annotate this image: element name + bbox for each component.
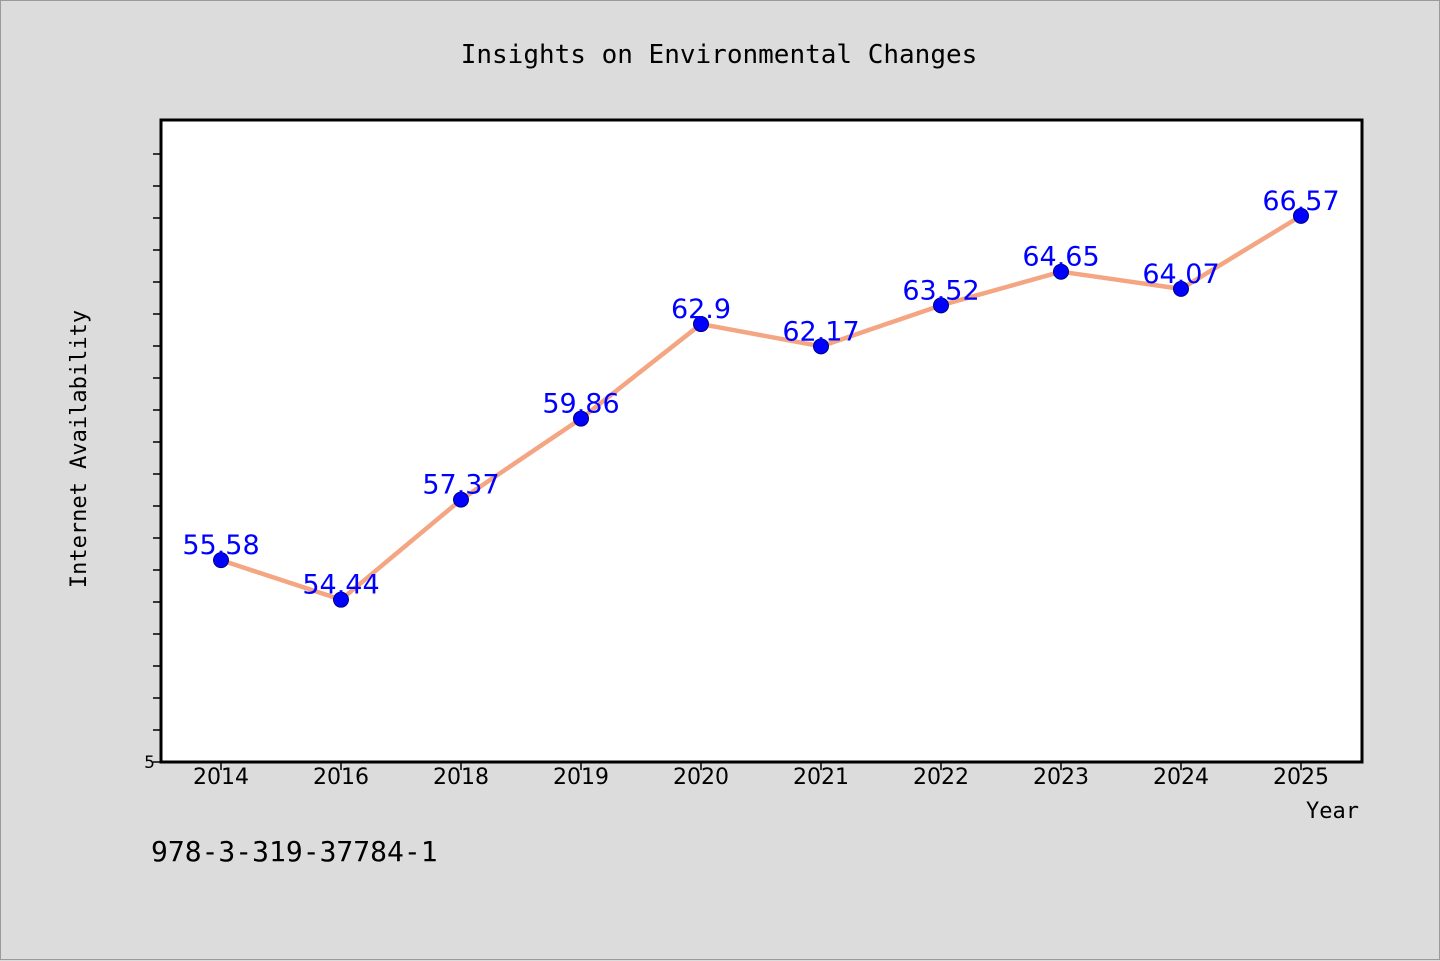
data-label: 62.17 [782,316,859,347]
data-point [213,552,229,569]
data-point [693,316,709,333]
x-tick-label: 2021 [793,765,849,790]
data-label: 63.52 [902,275,979,306]
data-label: 59.86 [542,389,619,420]
data-label: 62.9 [671,294,731,325]
x-tick-label: 2019 [553,765,609,790]
data-labels: 55.58 54.44 57.37 59.86 62.9 62.17 63.52 64.65 6… [182,186,1339,601]
x-axis-ticks: 2014 2016 2018 2019 2020 2021 2022 2023 2024 2025 [193,762,1329,790]
data-point [1053,263,1069,280]
data-point [813,338,829,355]
series-line [218,213,1304,602]
data-point [933,297,949,314]
x-tick-label: 2016 [313,765,369,790]
y-tick-label: 5 [144,753,155,773]
data-label: 55.58 [182,530,259,561]
x-tick-label: 2024 [1153,765,1209,790]
data-label: 64.07 [1142,259,1219,290]
x-tick-label: 2025 [1273,765,1329,790]
x-tick-label: 2023 [1033,765,1089,790]
data-label: 54.44 [302,570,379,601]
x-axis-label: Year [1306,799,1359,824]
data-point [1173,280,1189,297]
y-axis-ticks: 5 [144,153,161,773]
y-axis-label: Internet Availability [67,310,92,588]
x-tick-label: 2020 [673,765,729,790]
data-point [453,491,469,508]
x-tick-label: 2018 [433,765,489,790]
data-label: 66.57 [1262,186,1339,217]
footnote-id: 978-3-319-37784-1 [151,835,438,868]
data-point [1293,207,1309,224]
data-label: 57.37 [422,470,499,501]
series-line-group [218,213,1304,602]
data-point [573,410,589,427]
chart-title: Insights on Environmental Changes [461,40,978,70]
x-tick-label: 2014 [193,765,249,790]
data-label: 64.65 [1022,242,1099,273]
data-point [333,591,349,608]
x-tick-label: 2022 [913,765,969,790]
plot-area [159,118,1364,764]
data-markers [213,207,1309,608]
